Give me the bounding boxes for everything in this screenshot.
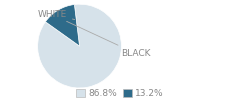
Text: BLACK: BLACK	[67, 21, 151, 58]
Legend: 86.8%, 13.2%: 86.8%, 13.2%	[72, 86, 168, 100]
Text: WHITE: WHITE	[38, 10, 75, 20]
Wedge shape	[45, 4, 79, 46]
Wedge shape	[38, 4, 121, 88]
